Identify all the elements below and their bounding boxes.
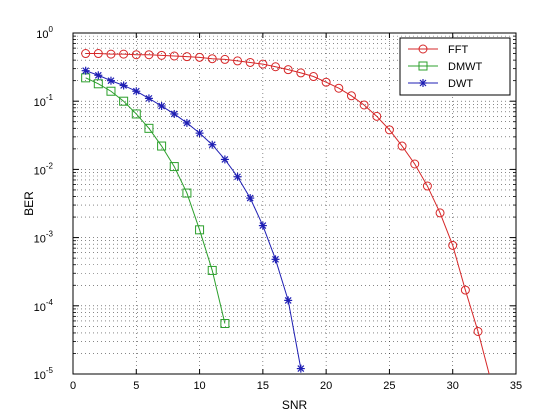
dwt-point <box>170 109 179 118</box>
dwt-point <box>246 194 255 203</box>
y-axis-label: BER <box>22 191 36 216</box>
dmwt-point <box>119 96 129 106</box>
legend-item-fft: FFT <box>408 44 468 56</box>
dwt-point <box>233 172 242 181</box>
fft-point <box>422 181 432 191</box>
legend-label: DMWT <box>448 61 482 73</box>
fft-point <box>359 100 369 110</box>
x-tick-label: 30 <box>447 380 459 392</box>
x-tick-label: 0 <box>70 380 76 392</box>
fft-point <box>321 77 331 87</box>
dwt-point <box>94 71 103 80</box>
x-tick-label: 5 <box>133 380 139 392</box>
fft-point <box>182 52 192 62</box>
fft-point <box>435 208 445 218</box>
legend-fft-point <box>418 44 428 54</box>
dwt-point <box>119 81 128 90</box>
fft-point <box>195 52 205 62</box>
legend-dmwt-point <box>418 61 428 71</box>
dwt-point <box>284 296 293 305</box>
dmwt-point <box>169 162 179 172</box>
series-line-fft <box>85 53 490 374</box>
dwt-point <box>258 221 267 230</box>
legend-dwt-point <box>419 79 427 87</box>
x-tick-label: 35 <box>510 380 522 392</box>
dwt-point <box>195 129 204 138</box>
plot-area: 0 5 10 15 20 25 30 35 10-5 10-4 10-3 10-2 10-1 100 <box>34 25 523 392</box>
dwt-point <box>132 87 141 96</box>
fft-point <box>119 49 129 59</box>
x-tick-label: 20 <box>320 380 332 392</box>
x-axis-label: SNR <box>282 398 308 412</box>
y-tick-label: 100 <box>36 25 53 41</box>
dmwt-point <box>220 319 230 329</box>
axes-box <box>72 32 517 375</box>
legend-item-dwt: DWT <box>408 78 473 90</box>
dwt-point <box>106 76 115 85</box>
legend: FFT DMWT DWT <box>399 37 511 96</box>
dmwt-point <box>131 109 141 119</box>
fft-point <box>144 50 154 60</box>
y-tick-label: 10-2 <box>34 161 54 177</box>
dwt-point <box>144 94 153 103</box>
y-tick-label: 10-4 <box>34 298 54 314</box>
dmwt-point <box>106 86 116 96</box>
fft-point <box>233 56 243 66</box>
x-tick-label: 15 <box>257 380 269 392</box>
dmwt-point <box>157 141 167 151</box>
fft-point <box>271 62 281 72</box>
dwt-point <box>271 255 280 264</box>
fft-point <box>283 65 293 75</box>
legend-label: FFT <box>448 44 468 56</box>
fft-point <box>93 49 103 59</box>
fft-point <box>460 285 470 295</box>
series-dmwt <box>81 73 230 329</box>
fft-point <box>258 59 268 69</box>
legend-item-dmwt: DMWT <box>408 61 482 73</box>
dmwt-point <box>207 265 217 275</box>
dwt-point <box>208 140 217 149</box>
fft-point <box>131 50 141 60</box>
y-tick-label: 10-5 <box>34 366 54 382</box>
dwt-point <box>220 155 229 164</box>
fft-point <box>372 111 382 121</box>
y-tick-label: 10-1 <box>34 93 54 109</box>
dwt-point <box>296 364 305 373</box>
fft-point <box>106 49 116 59</box>
fft-point <box>169 51 179 61</box>
x-tick-label: 25 <box>383 380 395 392</box>
fft-point <box>207 54 217 64</box>
fft-point <box>157 50 167 60</box>
dwt-point <box>182 118 191 127</box>
fft-point <box>473 326 483 336</box>
series-dwt <box>81 66 305 373</box>
dmwt-point <box>182 188 192 198</box>
fft-point <box>346 91 356 101</box>
dmwt-point <box>195 225 205 235</box>
dmwt-point <box>144 123 154 133</box>
fft-point <box>448 240 458 250</box>
fft-point <box>220 54 230 64</box>
fft-point <box>384 125 394 135</box>
series-line-dwt <box>85 70 302 369</box>
fft-point <box>81 49 91 59</box>
dmwt-point <box>93 79 103 89</box>
fft-point <box>410 159 420 169</box>
y-tick-label: 10-3 <box>34 230 54 246</box>
series-line-dmwt <box>85 77 226 324</box>
series-fft <box>81 49 490 374</box>
fft-point <box>296 68 306 78</box>
dwt-point <box>157 102 166 111</box>
fft-point <box>334 83 344 93</box>
x-tick-label: 10 <box>193 380 205 392</box>
fft-point <box>397 141 407 151</box>
fft-point <box>245 57 255 67</box>
fft-point <box>308 72 318 82</box>
legend-label: DWT <box>448 78 473 90</box>
dwt-point <box>81 66 90 75</box>
